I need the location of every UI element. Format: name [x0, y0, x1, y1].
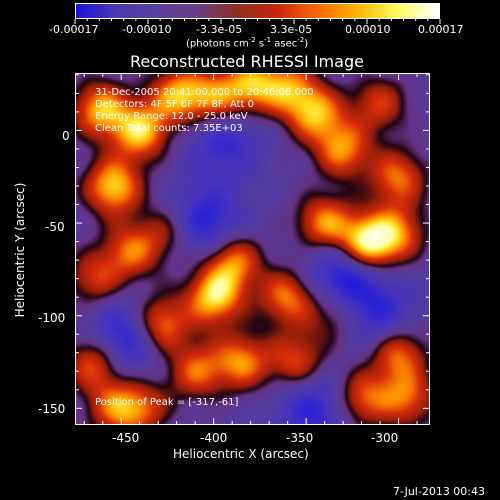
- clean-annotation: Clean Total counts: 7.35E+03: [95, 123, 243, 134]
- colorbar-tick-label: 3.3e-05: [270, 23, 313, 36]
- colorbar-tick-label: -0.00017: [49, 23, 99, 36]
- footer-date: 7-Jul-2013 00:43: [393, 485, 486, 498]
- colorbar-tick-label: -0.00010: [122, 23, 172, 36]
- colorbar-units: (photons cm-2 s-1 asec-2): [186, 36, 309, 50]
- y-tick-label: 0: [62, 129, 70, 143]
- detectors-annotation: Detectors: 4F 5F 6F 7F 8F, Att 0: [95, 99, 255, 110]
- y-tick-label: -50: [45, 220, 65, 234]
- x-tick-label: -400: [200, 431, 228, 445]
- peak-position-annotation: Position of Peak = [-317,-61]: [95, 397, 239, 408]
- y-axis-label: Heliocentric Y (arcsec): [13, 182, 27, 318]
- colorbar: [75, 3, 440, 19]
- y-tick-label: -100: [38, 311, 66, 325]
- heatmap-image: [75, 73, 430, 425]
- colorbar-tick-label: -3.3e-05: [196, 23, 243, 36]
- x-tick-label: -300: [371, 431, 399, 445]
- time-range-annotation: 31-Dec-2005 20:41:00.000 to 20:46:08.000: [95, 87, 314, 98]
- x-axis-label: Heliocentric X (arcsec): [173, 447, 309, 461]
- y-tick-label: -150: [38, 402, 66, 416]
- energy-annotation: Energy Range: 12.0 - 25.0 keV: [95, 111, 248, 122]
- x-tick-label: -450: [112, 431, 140, 445]
- colorbar-tick-label: 0.00010: [345, 23, 391, 36]
- colorbar-ticks: [74, 19, 441, 24]
- chart-title: Reconstructed RHESSI Image: [130, 52, 364, 71]
- x-tick-label: -350: [286, 431, 314, 445]
- colorbar-tick-label: 0.00017: [418, 23, 464, 36]
